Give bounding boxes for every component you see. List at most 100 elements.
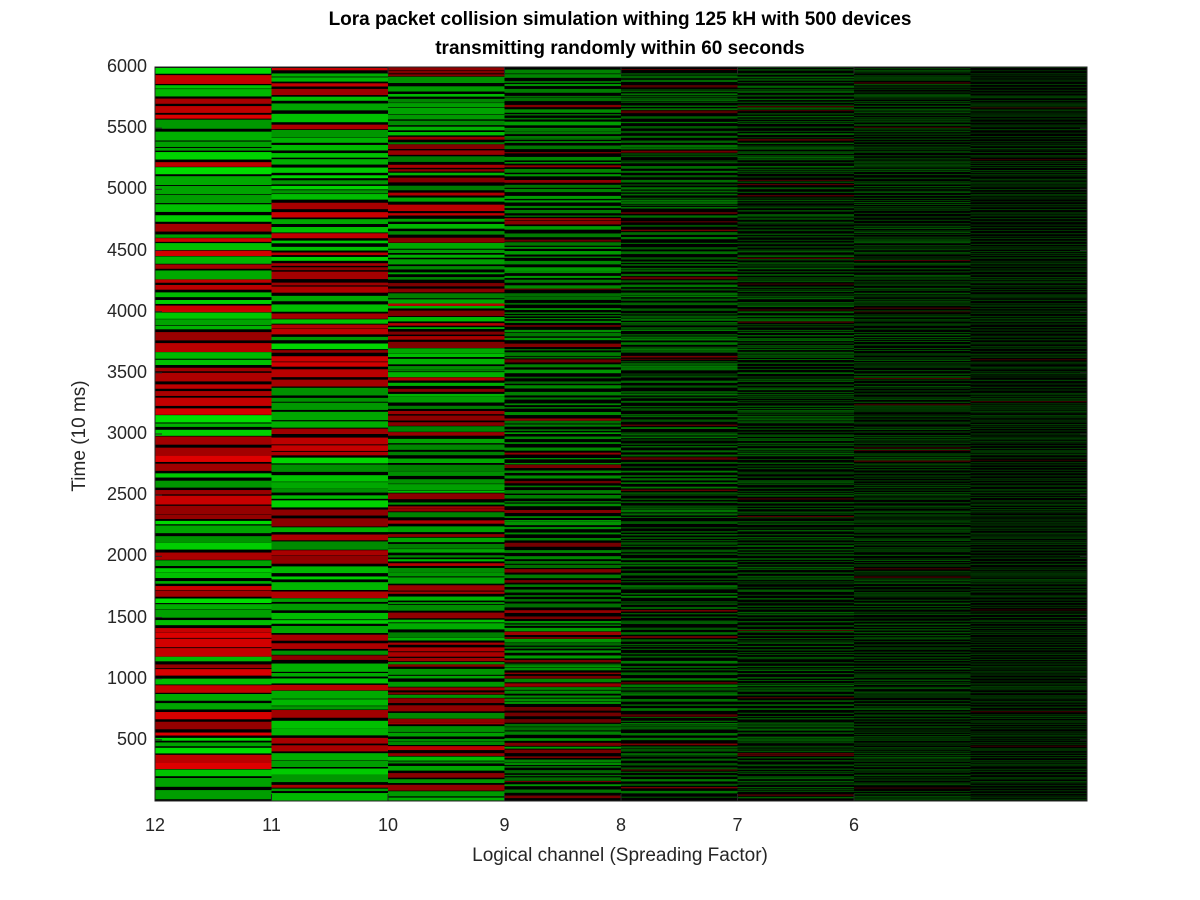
- packet-ch7-185: [737, 309, 854, 311]
- packet-ch7-225: [737, 207, 854, 209]
- y-tick-label-4500: 4500: [106, 239, 147, 260]
- packet-ch10-123: [388, 126, 505, 131]
- packet-ch8-56: [621, 587, 738, 590]
- packet-ch10-133: [388, 70, 505, 74]
- packet-ch10-16: [388, 712, 505, 719]
- packet-ch6-115: [854, 537, 971, 539]
- packet-ch11-27: [271, 598, 388, 602]
- packet-ch6-97: [854, 574, 971, 576]
- packet-ch7-254: [737, 133, 854, 135]
- packet-ch11-50: [271, 421, 388, 428]
- packet-ch11-1: [271, 788, 388, 792]
- packet-ch5-191: [970, 399, 1087, 401]
- packet-ch12-36: [155, 520, 272, 525]
- packet-ch6-320: [854, 83, 971, 86]
- packet-ch6-232: [854, 271, 971, 273]
- packet-ch6-69: [854, 641, 971, 643]
- packet-ch10-82: [388, 353, 505, 358]
- packet-ch7-130: [737, 442, 854, 444]
- packet-ch5-141: [970, 501, 1087, 503]
- packet-ch6-16: [854, 763, 971, 765]
- packet-ch5-303: [970, 151, 1087, 153]
- packet-ch7-93: [737, 545, 854, 547]
- packet-ch5-110: [970, 567, 1087, 569]
- packet-ch5-9: [970, 778, 1087, 780]
- packet-ch8-159: [621, 224, 738, 227]
- packet-ch7-98: [737, 529, 854, 532]
- packet-ch12-14: [155, 678, 272, 685]
- packet-ch7-167: [737, 352, 854, 354]
- packet-ch8-110: [621, 393, 738, 396]
- packet-ch6-156: [854, 448, 971, 450]
- packet-ch6-223: [854, 292, 971, 295]
- packet-ch10-61: [388, 471, 505, 476]
- packet-ch8-61: [621, 569, 738, 571]
- packet-ch7-211: [737, 246, 854, 248]
- packet-ch7-11: [737, 768, 854, 770]
- packet-ch5-47: [970, 700, 1087, 702]
- packet-ch6-318: [854, 88, 971, 90]
- packet-ch8-121: [621, 358, 738, 360]
- packet-ch9-76: [504, 458, 621, 460]
- packet-ch9-129: [504, 215, 621, 217]
- packet-ch5-265: [970, 237, 1087, 239]
- packet-ch6-133: [854, 498, 971, 500]
- packet-ch8-111: [621, 391, 738, 394]
- packet-ch6-243: [854, 245, 971, 247]
- packet-ch7-177: [737, 329, 854, 332]
- packet-ch8-171: [621, 184, 738, 186]
- packet-ch12-61: [155, 319, 272, 326]
- packet-ch12-6: [155, 742, 272, 747]
- packet-ch11-76: [271, 240, 388, 244]
- packet-ch7-184: [737, 311, 854, 314]
- packet-ch6-154: [854, 453, 971, 455]
- packet-ch8-169: [621, 190, 738, 193]
- packet-ch11-32: [271, 555, 388, 564]
- packet-ch5-135: [970, 512, 1087, 514]
- packet-ch5-316: [970, 118, 1087, 120]
- packet-ch6-263: [854, 200, 971, 202]
- packet-ch6-267: [854, 190, 971, 192]
- packet-ch7-83: [737, 572, 854, 574]
- packet-ch7-57: [737, 645, 854, 648]
- packet-ch11-74: [271, 252, 388, 256]
- packet-ch10-39: [388, 591, 505, 594]
- packet-ch8-69: [621, 540, 738, 542]
- packet-ch8-14: [621, 746, 738, 749]
- packet-ch8-22: [621, 717, 738, 719]
- packet-ch9-37: [504, 643, 621, 646]
- packet-ch5-253: [970, 262, 1087, 264]
- packet-ch7-148: [737, 402, 854, 404]
- packet-ch7-163: [737, 362, 854, 364]
- packet-ch8-41: [621, 643, 738, 645]
- packet-ch6-218: [854, 302, 971, 304]
- packet-ch5-207: [970, 363, 1087, 365]
- packet-ch6-149: [854, 463, 971, 465]
- packet-ch6-304: [854, 114, 971, 116]
- packet-ch9-9: [504, 759, 621, 763]
- packet-ch6-186: [854, 379, 971, 381]
- packet-ch5-302: [970, 155, 1087, 157]
- packet-ch12-20: [155, 632, 272, 638]
- packet-ch8-189: [621, 116, 738, 119]
- packet-ch5-132: [970, 518, 1087, 520]
- packet-ch7-147: [737, 405, 854, 408]
- packet-ch12-63: [155, 305, 272, 313]
- packet-ch12-47: [155, 429, 272, 436]
- packet-ch9-34: [504, 655, 621, 659]
- packet-ch11-63: [271, 324, 388, 329]
- packet-ch5-244: [970, 282, 1087, 284]
- packet-ch9-41: [504, 627, 621, 632]
- packet-ch8-86: [621, 482, 738, 484]
- packet-ch8-124: [621, 348, 738, 351]
- packet-ch5-161: [970, 453, 1087, 456]
- packet-ch6-222: [854, 294, 971, 296]
- packet-ch5-126: [970, 529, 1087, 531]
- packet-ch6-281: [854, 159, 971, 161]
- packet-ch10-81: [388, 358, 505, 365]
- packet-ch6-277: [854, 166, 971, 168]
- packet-ch7-110: [737, 494, 854, 497]
- packet-ch6-130: [854, 507, 971, 509]
- packet-ch6-18: [854, 758, 971, 760]
- packet-ch12-8: [155, 732, 272, 736]
